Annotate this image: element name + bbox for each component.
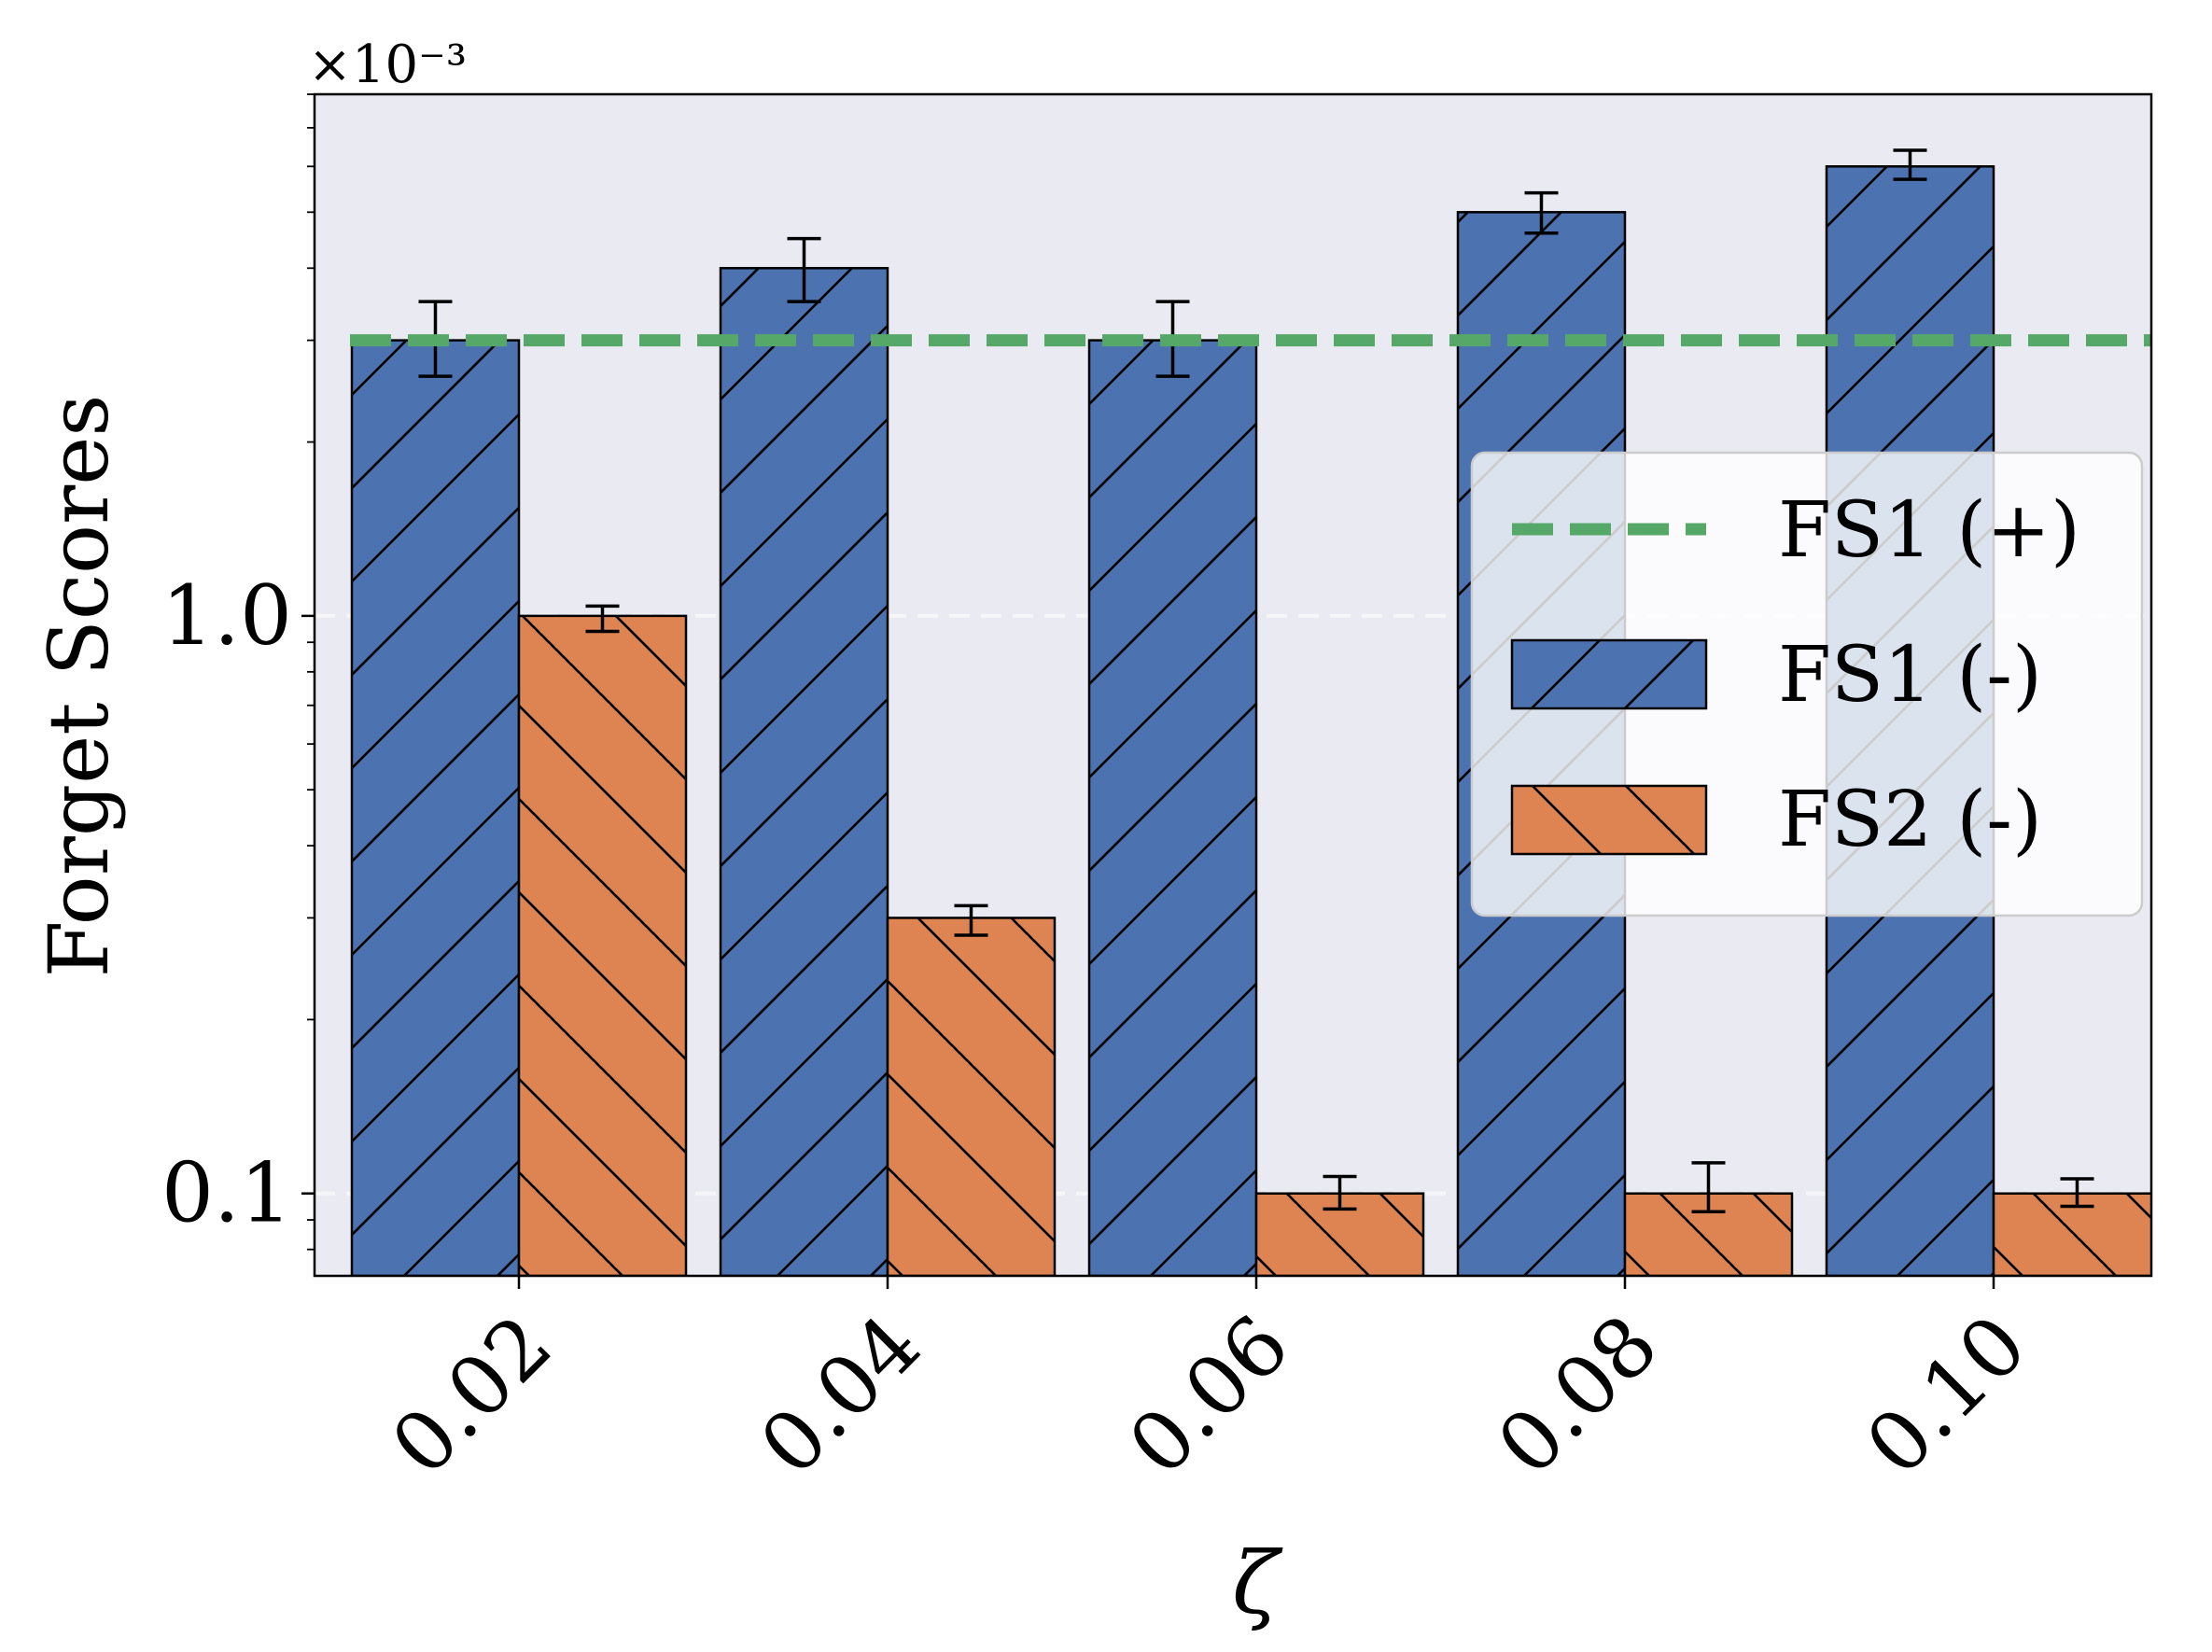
- y-axis-label: Forget Scores: [31, 395, 127, 978]
- bar-hatch-fs2-0.02: [517, 614, 688, 1276]
- y-tick-label-0.1: 0.1: [161, 1145, 292, 1241]
- legend-swatch-fs1-minus-hatch: [1510, 638, 1708, 710]
- bar-hatch-fs1-0.02: [350, 339, 521, 1276]
- bar-hatch-fs1-0.04: [719, 267, 889, 1276]
- legend-swatch-fs2-minus-hatch: [1510, 784, 1708, 856]
- legend: FS1 (+) FS1 (-) FS2 (-): [1470, 451, 2144, 917]
- x-tick-label-0.04: 0.04: [741, 1296, 938, 1493]
- y-tick-label-1.0: 1.0: [161, 567, 292, 664]
- bar-hatch-fs1-0.06: [1087, 339, 1258, 1276]
- error-bars: [418, 148, 2094, 1213]
- y-axis: 0.1 1.0: [161, 93, 315, 1251]
- x-tick-label-0.10: 0.10: [1847, 1296, 2044, 1493]
- legend-label-fs2-minus: FS2 (-): [1778, 776, 2042, 864]
- legend-label-fs1-minus: FS1 (-): [1778, 631, 2042, 720]
- bar-hatch-fs2-0.06: [1254, 1192, 1425, 1276]
- x-tick-label-0.08: 0.08: [1478, 1296, 1675, 1493]
- x-axis-label: ζ: [1232, 1533, 1283, 1633]
- bar-hatch-fs2-0.04: [886, 917, 1057, 1276]
- scale-multiplier: ×10⁻³: [308, 35, 467, 95]
- x-tick-label-0.06: 0.06: [1110, 1296, 1307, 1493]
- legend-label-fs1-plus: FS1 (+): [1778, 486, 2080, 575]
- plot-frame: [313, 92, 2153, 1278]
- x-axis: 0.02 0.04 0.06 0.08 0.10: [372, 1276, 2045, 1493]
- x-tick-label-0.02: 0.02: [372, 1296, 569, 1493]
